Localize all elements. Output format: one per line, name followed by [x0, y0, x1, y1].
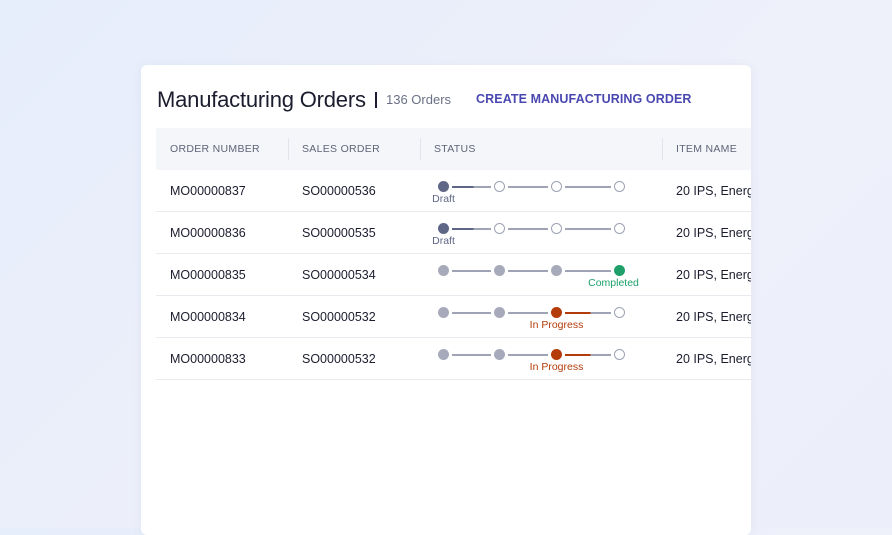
order-number[interactable]: MO00000835: [170, 268, 246, 282]
step-connector: [508, 270, 548, 272]
item-name: 20 IPS, Energy: [676, 184, 751, 198]
step-dot: [614, 349, 625, 360]
order-number[interactable]: MO00000833: [170, 352, 246, 366]
status-stepper: In Progress: [438, 338, 638, 380]
status-label: In Progress: [529, 361, 584, 373]
step-dot: [614, 181, 625, 192]
step-connector: [565, 312, 611, 314]
table-row[interactable]: MO00000836 SO00000535 20 IPS, Energy Draf…: [156, 212, 751, 254]
step-dot: [438, 181, 449, 192]
create-manufacturing-order-button[interactable]: CREATE MANUFACTURING ORDER: [476, 92, 692, 106]
step-dot: [494, 265, 505, 276]
step-dot: [614, 307, 625, 318]
column-status[interactable]: STATUS: [434, 143, 476, 155]
table-row[interactable]: MO00000833 SO00000532 20 IPS, Energy In P…: [156, 338, 751, 380]
step-connector: [452, 228, 491, 230]
step-dot: [551, 223, 562, 234]
item-name: 20 IPS, Energy: [676, 352, 751, 366]
table-row[interactable]: MO00000834 SO00000532 20 IPS, Energy In P…: [156, 296, 751, 338]
column-divider: [288, 138, 289, 160]
sales-order[interactable]: SO00000534: [302, 268, 376, 282]
table-header: ORDER NUMBER SALES ORDER STATUS ITEM NAM…: [156, 128, 751, 170]
step-connector: [508, 312, 548, 314]
column-divider: [662, 138, 663, 160]
step-connector: [452, 354, 491, 356]
column-order-number[interactable]: ORDER NUMBER: [170, 143, 260, 155]
order-number[interactable]: MO00000837: [170, 184, 246, 198]
step-connector: [508, 186, 548, 188]
step-connector: [508, 354, 548, 356]
title-divider: [375, 92, 377, 108]
step-dot: [438, 307, 449, 318]
sales-order[interactable]: SO00000532: [302, 352, 376, 366]
step-dot: [551, 307, 562, 318]
column-item-name[interactable]: ITEM NAME: [676, 143, 738, 155]
order-count: 136 Orders: [386, 92, 452, 107]
sales-order[interactable]: SO00000535: [302, 226, 376, 240]
step-dot: [551, 181, 562, 192]
step-dot: [438, 223, 449, 234]
status-label: Completed: [588, 277, 639, 289]
sales-order[interactable]: SO00000536: [302, 184, 376, 198]
status-stepper: In Progress: [438, 296, 638, 338]
column-sales-order[interactable]: SALES ORDER: [302, 143, 380, 155]
step-connector: [452, 270, 491, 272]
status-stepper: Draft: [432, 170, 638, 212]
status-stepper: Completed: [438, 254, 639, 296]
step-dot: [614, 223, 625, 234]
table-row[interactable]: MO00000835 SO00000534 20 IPS, Energy Comp…: [156, 254, 751, 296]
step-dot: [551, 265, 562, 276]
step-connector: [565, 270, 611, 272]
page-title: Manufacturing Orders: [157, 87, 366, 112]
status-stepper: Draft: [432, 212, 638, 254]
step-dot: [438, 265, 449, 276]
manufacturing-orders-card: Manufacturing Orders 136 Orders CREATE M…: [141, 65, 751, 535]
sales-order[interactable]: SO00000532: [302, 310, 376, 324]
order-number[interactable]: MO00000836: [170, 226, 246, 240]
step-dot: [551, 349, 562, 360]
step-dot: [494, 181, 505, 192]
status-label: In Progress: [529, 319, 584, 331]
status-label: Draft: [432, 235, 455, 247]
table-row[interactable]: MO00000837 SO00000536 20 IPS, Energy Draf…: [156, 170, 751, 212]
step-connector: [452, 312, 491, 314]
status-label: Draft: [432, 193, 455, 205]
step-connector: [565, 354, 611, 356]
step-connector: [452, 186, 491, 188]
step-connector: [565, 186, 611, 188]
step-dot: [494, 349, 505, 360]
step-dot: [494, 307, 505, 318]
step-dot: [438, 349, 449, 360]
step-dot: [494, 223, 505, 234]
item-name: 20 IPS, Energy: [676, 268, 751, 282]
step-dot: [614, 265, 625, 276]
item-name: 20 IPS, Energy: [676, 310, 751, 324]
step-connector: [565, 228, 611, 230]
column-divider: [420, 138, 421, 160]
order-number[interactable]: MO00000834: [170, 310, 246, 324]
step-connector: [508, 228, 548, 230]
item-name: 20 IPS, Energy: [676, 226, 751, 240]
